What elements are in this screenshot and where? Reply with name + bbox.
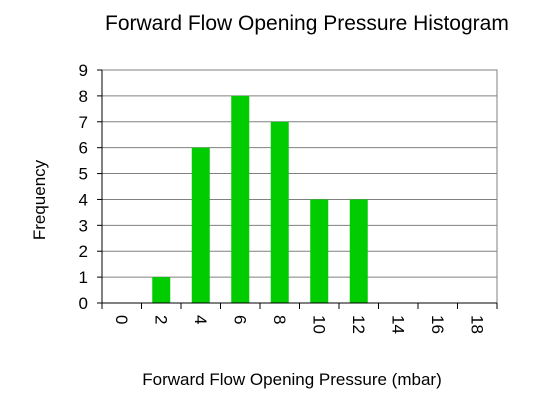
x-tick-labels: 0 2 4 6 8 10 12 14 16 18 [112,315,487,334]
bars [152,95,368,304]
bar-10 [310,199,329,303]
y-tick-label: 3 [79,216,88,235]
y-tick-label: 1 [79,268,88,287]
grid-lines [102,95,497,278]
y-tick-label: 5 [79,165,88,184]
x-tick-label: 16 [428,315,447,334]
bar-4 [191,147,210,303]
x-axis-label: Forward Flow Opening Pressure (mbar) [142,370,442,389]
x-tick-label: 2 [151,315,170,324]
bar-8 [270,121,289,304]
y-tick-label: 4 [79,190,88,209]
x-tick-label: 14 [388,315,407,334]
x-tick-label: 12 [349,315,368,334]
y-tick-labels: 0 1 2 3 4 5 6 7 8 9 [79,61,88,313]
y-tick-label: 9 [79,61,88,80]
y-tick-label: 8 [79,87,88,106]
x-tick-label: 4 [191,315,210,324]
x-tick-label: 18 [467,315,486,334]
y-tick-label: 0 [79,294,88,313]
y-tick-label: 7 [79,113,88,132]
x-tick-label: 0 [112,315,131,324]
bar-12 [349,199,368,303]
bar-6 [231,95,250,303]
axes [97,69,498,309]
x-tick-label: 8 [270,315,289,324]
y-tick-label: 6 [79,139,88,158]
bar-2 [152,277,171,303]
chart-title: Forward Flow Opening Pressure Histogram [105,12,509,35]
plot-area [101,69,498,304]
x-tick-label: 10 [309,315,328,334]
y-tick-label: 2 [79,242,88,261]
x-tick-label: 6 [230,315,249,324]
